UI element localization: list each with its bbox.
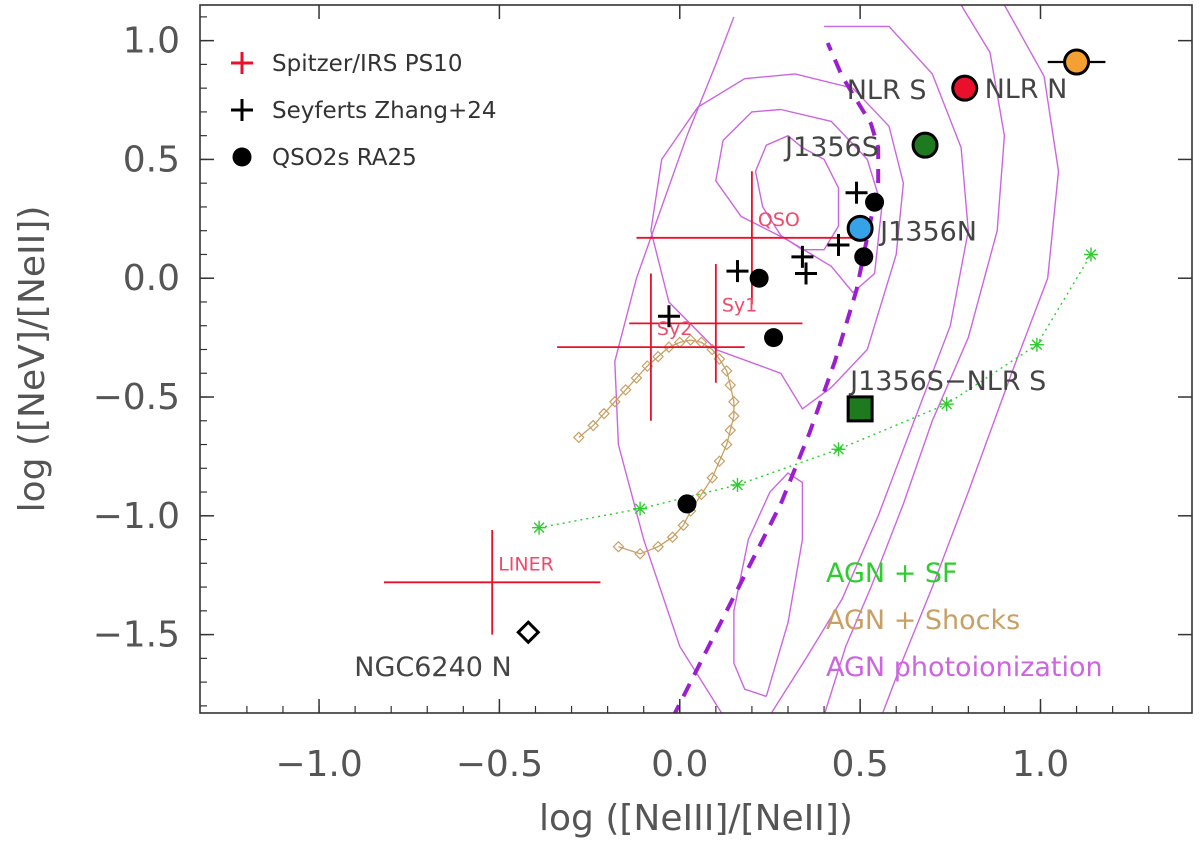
qso2-marker bbox=[854, 247, 874, 267]
y-tick-label: 1.0 bbox=[123, 21, 180, 62]
labeled-points: NLR S NLR N J1356S J1356N J1356S−NLR S NGC624… bbox=[354, 48, 1106, 683]
shocks-track-point bbox=[720, 438, 733, 451]
ps10-label: Sy2 bbox=[657, 318, 692, 340]
highlight-square bbox=[846, 395, 874, 423]
shocks-track-point bbox=[724, 424, 737, 437]
shocks-track-point bbox=[652, 350, 664, 363]
shocks-track-point bbox=[724, 379, 737, 391]
shocks-track-point bbox=[720, 365, 733, 377]
shocks-track-point bbox=[587, 419, 600, 432]
legend-label: Seyferts Zhang+24 bbox=[272, 98, 497, 124]
sf-track-point bbox=[831, 442, 846, 457]
seyferts-zhang24-markers bbox=[657, 181, 868, 328]
highlight-diamond bbox=[516, 620, 541, 645]
sf-track-point bbox=[730, 477, 745, 492]
highlight-dot bbox=[911, 131, 939, 159]
photoionization-contour bbox=[824, 5, 1006, 713]
qso2-marker bbox=[677, 494, 697, 514]
x-axis-title: log ([NeIII]/[NeII]) bbox=[539, 798, 853, 839]
shocks-track-point bbox=[612, 540, 625, 553]
point-label: NLR N bbox=[985, 74, 1068, 105]
shocks-track-point bbox=[713, 455, 726, 468]
shocks-track-point bbox=[598, 407, 610, 420]
axes: −1.0 −0.5 0.0 0.5 1.0 −1.5 −1.0 −0.5 0.0 0.5 1.0 bbox=[93, 5, 1192, 785]
seyfert-marker bbox=[657, 305, 680, 328]
shocks-track-point bbox=[666, 531, 679, 544]
shocks-track-point bbox=[630, 372, 643, 384]
x-tick-label: −1.0 bbox=[275, 744, 362, 785]
seyfert-marker bbox=[726, 260, 749, 283]
y-tick-label: −0.5 bbox=[93, 377, 180, 418]
legend-label: QSO2s RA25 bbox=[272, 145, 417, 171]
highlight-dot bbox=[951, 74, 979, 102]
seyfert-marker bbox=[827, 233, 850, 256]
shocks-track-line bbox=[578, 339, 735, 555]
sf-track-point bbox=[1029, 337, 1044, 352]
highlight-dot bbox=[1063, 48, 1091, 76]
legend-marker-dot bbox=[232, 147, 252, 167]
seyfert-marker bbox=[845, 181, 868, 204]
point-label: NLR S bbox=[847, 75, 927, 106]
photoionization-contour bbox=[881, 5, 1060, 713]
y-tick-label: −1.5 bbox=[93, 615, 180, 656]
x-tick-label: −0.5 bbox=[456, 744, 543, 785]
photoionization-contour bbox=[614, 16, 970, 713]
shocks-track-point bbox=[684, 334, 697, 346]
seyfert-marker bbox=[791, 245, 814, 268]
legend-marker-plus bbox=[231, 99, 253, 121]
y-tick-label: −1.0 bbox=[93, 496, 180, 537]
model-grid-tracks bbox=[532, 247, 1098, 560]
qso2-marker bbox=[865, 192, 885, 212]
shocks-track-point bbox=[706, 471, 719, 484]
point-label: J1356S−NLR S bbox=[848, 366, 1046, 397]
shocks-track-point bbox=[572, 431, 585, 444]
model-legend-label: AGN + SF bbox=[826, 558, 958, 589]
y-axis-title: log ([NeV]/[NeII]) bbox=[12, 206, 53, 513]
point-label: NGC6240 N bbox=[354, 652, 511, 683]
sf-track-point bbox=[532, 520, 547, 535]
seyfert-marker bbox=[795, 262, 818, 285]
photoionization-contour bbox=[733, 472, 804, 698]
legend-label: Spitzer/IRS PS10 bbox=[272, 51, 462, 77]
shocks-track-point bbox=[728, 410, 740, 422]
sf-track-point bbox=[633, 501, 648, 516]
shocks-track-point bbox=[652, 540, 664, 553]
ps10-label: LINER bbox=[498, 553, 554, 575]
qso2-marker bbox=[764, 328, 784, 348]
plot-frame bbox=[199, 4, 1193, 714]
qso2s-ra25-markers bbox=[677, 192, 885, 514]
photoionization-contour bbox=[650, 73, 905, 410]
y-tick-label: 0.0 bbox=[123, 258, 180, 299]
shocks-track-point bbox=[728, 395, 740, 408]
ps10-reference-crosses: QSO Sy1 Sy2 LINER bbox=[383, 171, 868, 635]
shocks-track-point bbox=[619, 384, 632, 396]
shocks-track-point bbox=[663, 341, 675, 353]
shocks-track-point bbox=[634, 547, 646, 560]
highlight-dot bbox=[846, 214, 874, 242]
x-tick-label: 0.5 bbox=[831, 744, 888, 785]
point-label: J1356N bbox=[878, 216, 977, 247]
x-tick-label: 1.0 bbox=[1012, 744, 1069, 785]
agn-photoionization-ridge-line bbox=[672, 42, 881, 713]
y-tick-label: 0.5 bbox=[123, 139, 180, 180]
photoionization-ridge-line bbox=[672, 42, 881, 713]
legend-marker-plus bbox=[231, 52, 253, 74]
qso2-marker bbox=[749, 268, 769, 288]
shocks-track-point bbox=[677, 519, 690, 532]
sf-track-point bbox=[1083, 247, 1098, 262]
model-legend: AGN + SF AGN + Shocks AGN photoionization bbox=[826, 558, 1103, 683]
ps10-label: Sy1 bbox=[722, 294, 757, 316]
point-label: J1356S bbox=[783, 132, 879, 163]
x-tick-label: 0.0 bbox=[651, 744, 708, 785]
model-legend-label: AGN photoionization bbox=[826, 652, 1103, 683]
photoionization-contour bbox=[715, 108, 883, 294]
agn-photoionization-contours bbox=[614, 5, 1060, 713]
model-legend-label: AGN + Shocks bbox=[826, 605, 1020, 636]
sf-track-point bbox=[939, 397, 954, 412]
ps10-label: QSO bbox=[758, 209, 800, 231]
legend: Spitzer/IRS PS10 Seyferts Zhang+24 QSO2s R… bbox=[231, 51, 497, 171]
shocks-track-point bbox=[608, 395, 621, 408]
